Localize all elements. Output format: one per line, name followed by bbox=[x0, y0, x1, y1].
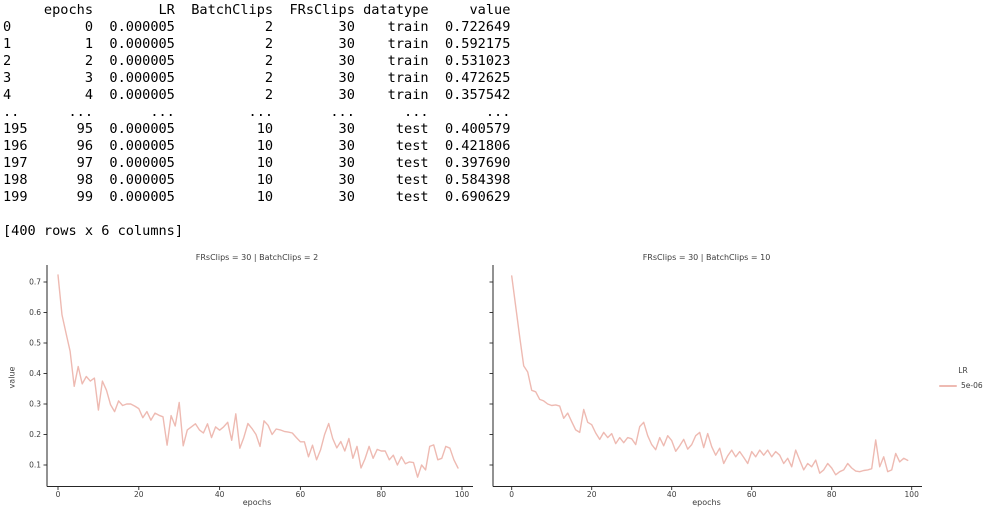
y-tick-label: 0.3 bbox=[29, 400, 41, 409]
df-ellipsis-row: .. ... ... ... ... ... ... bbox=[3, 104, 511, 120]
loss-curve-line bbox=[57, 274, 459, 478]
legend-line-swatch bbox=[939, 384, 957, 387]
x-tick-label: 80 bbox=[827, 490, 837, 499]
y-tick-label: 0.7 bbox=[29, 278, 41, 287]
df-row: 195 95 0.000005 10 30 test 0.400579 bbox=[3, 121, 511, 137]
y-tick-label: 0.2 bbox=[29, 430, 41, 439]
y-tick-label: 0.1 bbox=[29, 461, 41, 470]
x-axis-label-right: epochs bbox=[692, 498, 721, 507]
df-row: 1 1 0.000005 2 30 train 0.592175 bbox=[3, 36, 511, 52]
x-tick-label: 20 bbox=[587, 490, 597, 499]
y-tick-label: 0.6 bbox=[29, 308, 41, 317]
legend-title: LR bbox=[958, 366, 968, 375]
legend-entry: 5e-06 bbox=[939, 381, 987, 390]
df-shape-summary: [400 rows x 6 columns] bbox=[3, 223, 184, 239]
x-tick-label: 60 bbox=[296, 490, 306, 499]
x-tick-label: 40 bbox=[667, 490, 677, 499]
x-axis-label-left: epochs bbox=[242, 498, 272, 507]
df-header-row: epochs LR BatchClips FRsClips datatype v… bbox=[3, 2, 511, 18]
x-tick-label: 40 bbox=[215, 490, 225, 499]
y-tick-label: 0.4 bbox=[29, 369, 41, 378]
df-row: 199 99 0.000005 10 30 test 0.690629 bbox=[3, 189, 511, 205]
x-tick-label: 80 bbox=[376, 490, 386, 499]
legend: LR 5e-06 bbox=[939, 366, 987, 390]
df-row: 197 97 0.000005 10 30 test 0.397690 bbox=[3, 155, 511, 171]
x-tick-label: 100 bbox=[905, 490, 920, 499]
x-tick-label: 100 bbox=[455, 490, 470, 499]
df-row: 2 2 0.000005 2 30 train 0.531023 bbox=[3, 53, 511, 69]
x-tick-label: 0 bbox=[509, 490, 514, 499]
facet-grid: FRsClips = 30 | BatchClips = 2 FRsClips … bbox=[0, 250, 995, 515]
facet-title-left: FRsClips = 30 | BatchClips = 2 bbox=[195, 253, 319, 262]
loss-curve-line bbox=[511, 275, 909, 476]
df-row: 196 96 0.000005 10 30 test 0.421806 bbox=[3, 138, 511, 154]
y-tick-label: 0.5 bbox=[29, 339, 41, 348]
x-tick-label: 60 bbox=[747, 490, 757, 499]
legend-entry-label: 5e-06 bbox=[961, 381, 983, 390]
facet-title-right: FRsClips = 30 | BatchClips = 10 bbox=[642, 253, 771, 262]
line-chart-batchclips-10: 0 20 40 60 80 100 bbox=[489, 265, 922, 499]
df-row: 3 3 0.000005 2 30 train 0.472625 bbox=[3, 70, 511, 86]
dataframe-output: epochs LR BatchClips FRsClips datatype v… bbox=[3, 2, 510, 240]
line-chart-batchclips-2: 0 20 40 60 80 100 0.1 0.2 0.3 0.4 0.5 0.6 0.7 bbox=[29, 265, 473, 499]
df-row: 0 0 0.000005 2 30 train 0.722649 bbox=[3, 19, 511, 35]
df-row: 4 4 0.000005 2 30 train 0.357542 bbox=[3, 87, 511, 103]
df-row: 198 98 0.000005 10 30 test 0.584398 bbox=[3, 172, 511, 188]
x-tick-label: 0 bbox=[56, 490, 61, 499]
x-tick-label: 20 bbox=[134, 490, 144, 499]
